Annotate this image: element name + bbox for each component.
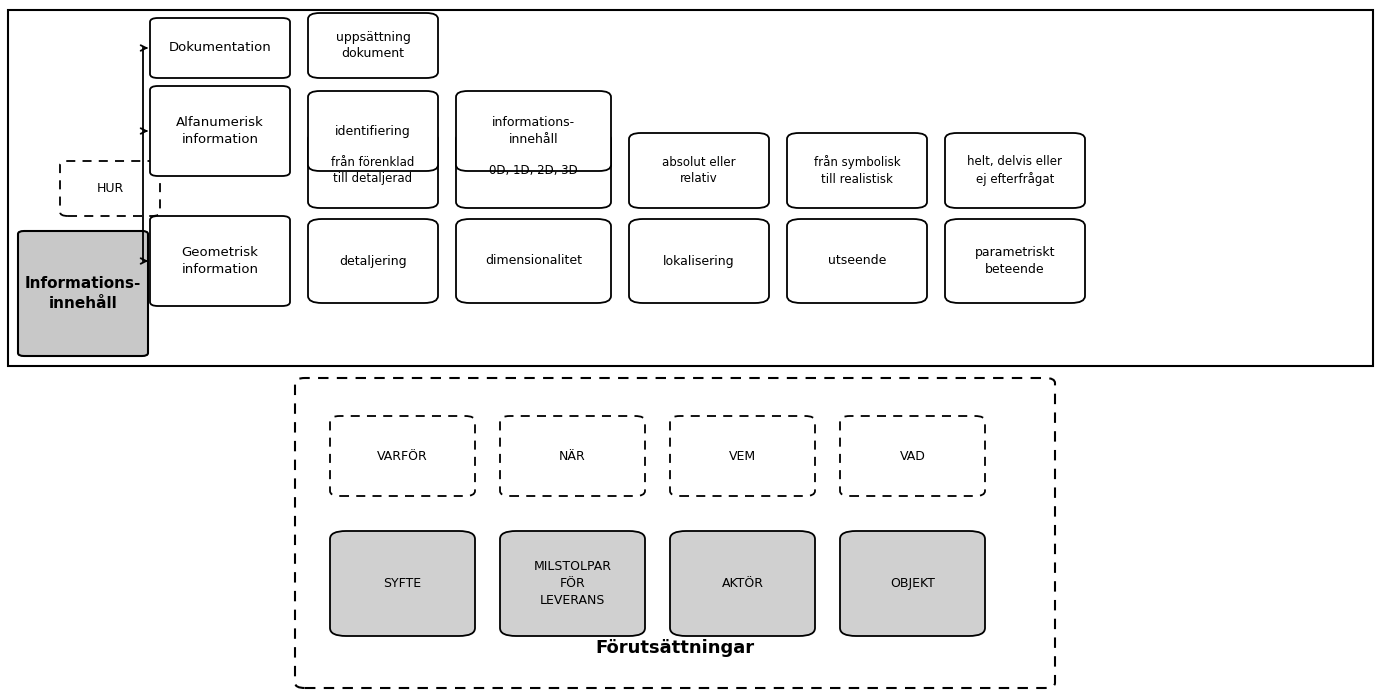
FancyBboxPatch shape (500, 531, 644, 636)
Text: AKTÖR: AKTÖR (722, 577, 764, 590)
FancyBboxPatch shape (456, 133, 611, 208)
Text: OBJEKT: OBJEKT (890, 577, 936, 590)
FancyBboxPatch shape (456, 219, 611, 303)
Text: NÄR: NÄR (559, 450, 586, 463)
Text: uppsättning
dokument: uppsättning dokument (335, 31, 410, 61)
FancyBboxPatch shape (840, 531, 985, 636)
FancyBboxPatch shape (150, 18, 290, 78)
Text: lokalisering: lokalisering (663, 255, 735, 267)
Text: Alfanumerisk
information: Alfanumerisk information (176, 116, 263, 145)
Text: MILSTOLPAR
FÖR
LEVERANS: MILSTOLPAR FÖR LEVERANS (534, 560, 611, 606)
FancyBboxPatch shape (945, 219, 1085, 303)
Text: Förutsättningar: Förutsättningar (596, 639, 754, 657)
Text: helt, delvis eller
ej efterfrågat: helt, delvis eller ej efterfrågat (967, 155, 1063, 186)
FancyBboxPatch shape (308, 13, 438, 78)
Text: utseende: utseende (827, 255, 886, 267)
FancyBboxPatch shape (308, 133, 438, 208)
Text: HUR: HUR (97, 182, 123, 195)
Text: Dokumentation: Dokumentation (169, 42, 272, 54)
FancyBboxPatch shape (308, 91, 438, 171)
Text: dimensionalitet: dimensionalitet (485, 255, 582, 267)
FancyBboxPatch shape (330, 531, 475, 636)
FancyBboxPatch shape (456, 91, 611, 171)
FancyBboxPatch shape (308, 219, 438, 303)
FancyBboxPatch shape (669, 531, 815, 636)
FancyBboxPatch shape (669, 416, 815, 496)
Text: parametriskt
beteende: parametriskt beteende (974, 246, 1055, 276)
Text: SYFTE: SYFTE (384, 577, 421, 590)
FancyBboxPatch shape (330, 416, 475, 496)
FancyBboxPatch shape (945, 133, 1085, 208)
Text: VARFÖR: VARFÖR (377, 450, 428, 463)
FancyBboxPatch shape (787, 133, 927, 208)
FancyBboxPatch shape (629, 133, 769, 208)
Text: från förenklad
till detaljerad: från förenklad till detaljerad (331, 156, 414, 185)
Bar (8, 10, 1374, 366)
FancyBboxPatch shape (295, 378, 1055, 688)
FancyBboxPatch shape (150, 86, 290, 176)
Text: Informations-
innehåll: Informations- innehåll (25, 276, 141, 310)
Text: identifiering: identifiering (335, 125, 410, 138)
Text: VAD: VAD (900, 450, 926, 463)
FancyBboxPatch shape (60, 161, 159, 216)
FancyBboxPatch shape (18, 231, 148, 356)
Text: Geometrisk
information: Geometrisk information (182, 246, 259, 276)
Text: detaljering: detaljering (340, 255, 407, 267)
Text: från symbolisk
till realistisk: från symbolisk till realistisk (814, 155, 901, 186)
Text: absolut eller
relativ: absolut eller relativ (663, 156, 736, 185)
Text: VEM: VEM (729, 450, 755, 463)
Text: 0D, 1D, 2D, 3D: 0D, 1D, 2D, 3D (489, 164, 578, 177)
Text: informations-
innehåll: informations- innehåll (492, 116, 575, 145)
FancyBboxPatch shape (150, 216, 290, 306)
FancyBboxPatch shape (629, 219, 769, 303)
FancyBboxPatch shape (500, 416, 644, 496)
FancyBboxPatch shape (840, 416, 985, 496)
FancyBboxPatch shape (787, 219, 927, 303)
